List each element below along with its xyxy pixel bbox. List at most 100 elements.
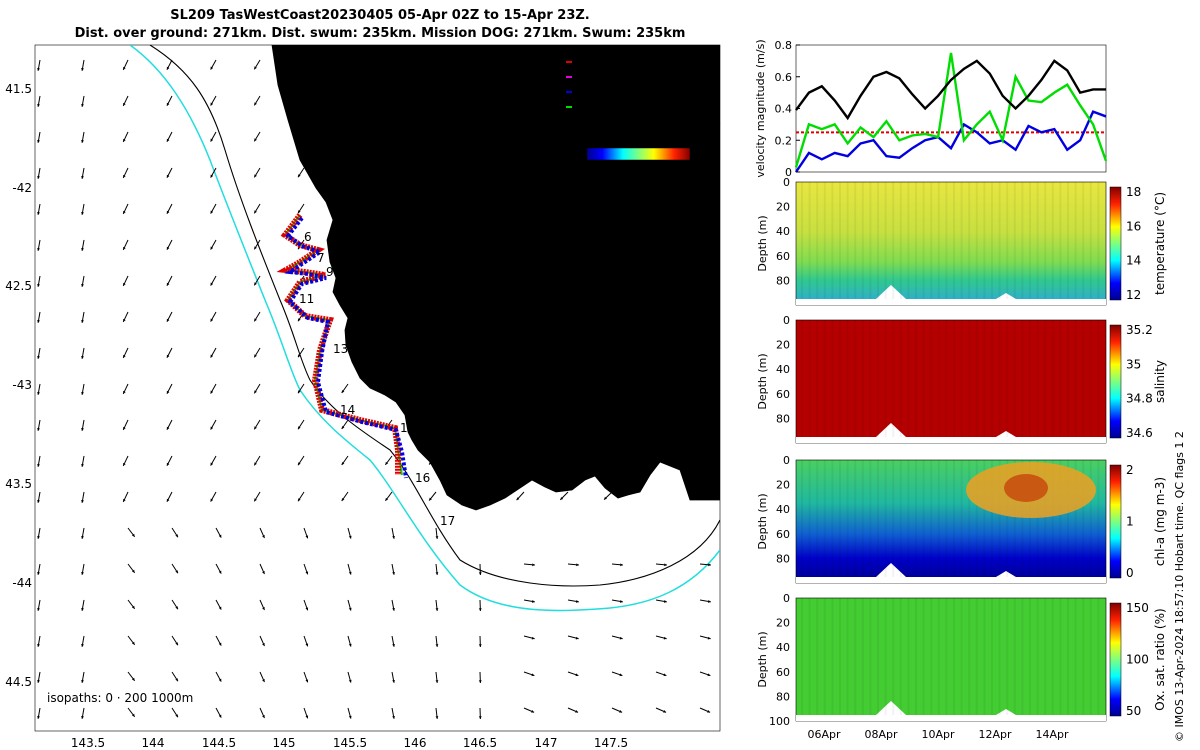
velocity-arrow — [81, 59, 85, 71]
velocity-arrowhead — [298, 462, 301, 466]
velocity-arrowhead — [131, 533, 135, 537]
velocity-arrow — [122, 455, 129, 467]
velocity-arrowhead — [707, 673, 711, 677]
velocity-arrowhead — [392, 607, 395, 611]
velocity-arrow — [699, 563, 711, 566]
velocity-arrow — [81, 455, 85, 467]
profile-stripe — [1097, 598, 1100, 715]
profile-stripe — [899, 182, 902, 299]
velocity-arrowhead — [254, 174, 257, 178]
velocity-arrow — [122, 167, 129, 179]
velocity-arrow — [259, 671, 265, 683]
velocity-arrowhead — [478, 644, 482, 647]
velocity-arrowhead — [348, 535, 352, 539]
velocity-arrow — [435, 527, 438, 539]
profile-stripe — [869, 598, 872, 715]
velocity-arrow — [259, 563, 265, 575]
velocity-arrowhead — [218, 534, 222, 538]
profile-stripe — [861, 598, 864, 715]
velocity-arrowhead — [262, 715, 265, 719]
velocity-arrow — [391, 671, 395, 683]
profile-stripe — [1082, 598, 1085, 715]
velocity-arrowhead — [707, 710, 711, 713]
glider-track-green — [282, 214, 403, 476]
day-label: 17 — [440, 514, 455, 528]
velocity-arrowhead — [37, 283, 40, 287]
velocity-arrowhead — [210, 246, 214, 250]
profile-stripe — [1029, 598, 1031, 715]
profile-stripe — [945, 460, 948, 577]
day-label: 7 — [317, 251, 325, 265]
velocity-arrow — [127, 599, 136, 610]
velocity-arrow — [611, 635, 623, 640]
velocity-arrow — [253, 275, 261, 286]
colorbar-tick: 100 — [1126, 653, 1149, 667]
deep-contour — [149, 45, 720, 587]
legend-entry: GPS surface velocity — [577, 70, 695, 84]
depth-ylabel: Depth (m) — [756, 493, 769, 549]
velocity-arrow — [341, 383, 349, 394]
velocity-arrow — [166, 311, 173, 322]
velocity-arrowhead — [254, 102, 257, 106]
velocity-arrowhead — [575, 600, 579, 603]
velocity-arrowhead — [81, 571, 84, 575]
velocity-arrowhead — [166, 246, 170, 250]
velocity-arrow — [122, 239, 129, 251]
velocity-arrow — [37, 95, 41, 107]
velocity-arrow — [81, 239, 85, 251]
profile-stripe — [953, 182, 955, 299]
velocity-arrow — [603, 491, 613, 500]
day-label: 15 — [400, 421, 415, 435]
profile-stripe — [1074, 598, 1077, 715]
heatmap-field — [795, 319, 1107, 444]
date-tick: 10Apr — [921, 728, 955, 741]
velocity-arrowhead — [166, 426, 170, 430]
velocity-arrow — [567, 563, 579, 566]
profile-stripe — [922, 460, 925, 577]
profile-stripe — [1051, 598, 1054, 715]
profile-stripe — [975, 460, 978, 577]
profile-stripe — [968, 598, 971, 715]
profile-stripe — [816, 320, 819, 437]
velocity-arrow — [37, 203, 41, 215]
velocity-arrow — [699, 671, 711, 677]
profile-stripe — [975, 182, 978, 299]
velocity-arrow — [303, 563, 309, 575]
depth-tick: 80 — [776, 412, 790, 425]
velocity-arrow — [297, 383, 305, 394]
profile-stripe — [1021, 460, 1024, 577]
profile-stripe — [937, 598, 940, 715]
profile-stripe — [945, 182, 948, 299]
velocity-arrow — [523, 671, 535, 677]
profile-stripe — [1006, 320, 1009, 437]
isopaths-label: isopaths: 0 · 200 1000m — [47, 691, 193, 705]
profile-stripe — [884, 320, 887, 437]
velocity-arrow — [347, 563, 352, 575]
profile-stripe — [801, 598, 803, 715]
profile-stripe — [1021, 182, 1024, 299]
profile-stripe — [960, 460, 963, 577]
velocity-axes — [795, 44, 1107, 173]
velocity-arrow — [699, 599, 711, 603]
colorbar-tick: 34.6 — [1126, 426, 1153, 440]
velocity-arrowhead — [81, 535, 84, 539]
colorbar-tick: 0 — [1126, 566, 1134, 580]
velocity-arrowhead — [123, 66, 126, 70]
profile-stripe — [983, 598, 986, 715]
profile-stripe — [991, 598, 993, 715]
map-xtick: 147 — [535, 736, 558, 750]
velocity-arrow — [435, 563, 438, 575]
colorbar-tick: 35 — [1126, 357, 1141, 371]
velocity-arrow — [385, 455, 393, 466]
colorbar-label: salinity — [1153, 360, 1167, 403]
velocity-arrow — [127, 707, 136, 718]
profile-stripe — [823, 460, 826, 577]
velocity-arrowhead — [254, 462, 257, 466]
velocity-arrow — [166, 239, 173, 250]
velocity-arrow — [166, 275, 173, 286]
profile-stripe — [808, 320, 811, 437]
profile-stripe — [1006, 460, 1009, 577]
velocity-arrow — [37, 347, 41, 359]
velocity-arrow — [523, 563, 535, 566]
profile-stripe — [854, 320, 857, 437]
